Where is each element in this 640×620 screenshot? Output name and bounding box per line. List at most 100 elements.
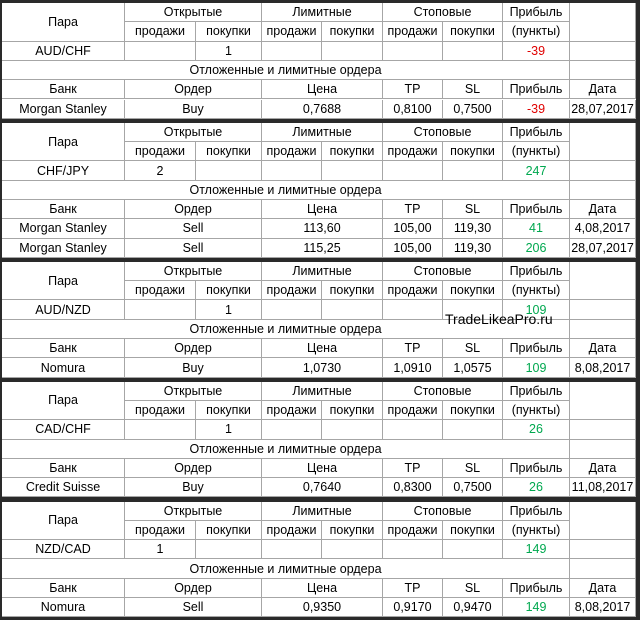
orders-header-cell: Ордер — [125, 199, 262, 220]
order-cell: 11,08,2017 — [570, 478, 636, 498]
position-cell: 2 — [125, 161, 196, 181]
orders-header-cell: Цена — [262, 199, 383, 220]
position-cell — [125, 300, 196, 320]
orders-header-cell: TP — [383, 80, 443, 100]
header-cell: Стоповые — [383, 261, 503, 282]
order-cell: 0,7500 — [443, 99, 503, 119]
subheader-cell: продажи — [125, 281, 196, 301]
orders-header-cell: TP — [383, 339, 443, 359]
subheader-cell: продажи — [383, 22, 443, 42]
order-cell: 1,0910 — [383, 358, 443, 378]
subheader-cell: покупки — [322, 520, 383, 541]
orders-header-cell: Прибыль — [503, 578, 570, 598]
pair-profit: 109 — [503, 300, 570, 320]
orders-header-cell: Банк — [2, 339, 125, 359]
position-cell — [443, 420, 503, 440]
position-cell — [322, 300, 383, 320]
empty-cell — [570, 540, 636, 560]
order-cell: 8,08,2017 — [570, 358, 636, 378]
header-cell: Открытые — [125, 501, 262, 521]
position-cell — [443, 300, 503, 320]
orders-header-cell: Ордер — [125, 339, 262, 359]
orders-header-cell: Дата — [570, 458, 636, 479]
orders-header-cell: SL — [443, 80, 503, 100]
pair-profit: 247 — [503, 161, 570, 181]
header-cell: Пара — [2, 381, 125, 421]
orders-header-cell: Банк — [2, 458, 125, 479]
header-cell: Лимитные — [262, 501, 383, 521]
position-cell — [443, 41, 503, 61]
orders-header-cell: Банк — [2, 578, 125, 598]
order-cell: Nomura — [2, 358, 125, 378]
orders-header-cell: TP — [383, 578, 443, 598]
order-cell: 113,60 — [262, 219, 383, 239]
empty-cell — [570, 319, 636, 340]
order-cell: 0,9350 — [262, 598, 383, 618]
header-cell: Лимитные — [262, 261, 383, 282]
order-cell: 8,08,2017 — [570, 598, 636, 618]
order-cell: Buy — [125, 478, 262, 498]
position-cell — [383, 161, 443, 181]
orders-header-cell: TP — [383, 458, 443, 479]
position-cell — [383, 300, 443, 320]
header-cell: Пара — [2, 501, 125, 541]
subheader-cell: продажи — [262, 400, 322, 421]
header-cell: Открытые — [125, 381, 262, 401]
subheader-cell: покупки — [443, 142, 503, 162]
orders-header-cell: Цена — [262, 578, 383, 598]
position-cell: 1 — [196, 300, 262, 320]
pair-block: Пара Открытые Лимитные Стоповые Прибыль прода… — [2, 122, 636, 258]
pair-profit: 149 — [503, 540, 570, 560]
position-cell — [322, 41, 383, 61]
subheader-cell: продажи — [262, 22, 322, 42]
order-cell: 0,7500 — [443, 478, 503, 498]
orders-header-cell: Ордер — [125, 80, 262, 100]
order-cell: 0,8300 — [383, 478, 443, 498]
pending-title: Отложенные и лимитные ордера — [2, 319, 570, 340]
empty-cell — [570, 41, 636, 61]
orders-header-cell: SL — [443, 339, 503, 359]
order-cell: 0,7640 — [262, 478, 383, 498]
header-cell: Стоповые — [383, 501, 503, 521]
empty-cell — [570, 300, 636, 320]
position-cell — [383, 420, 443, 440]
subheader-cell: покупки — [443, 400, 503, 421]
empty-cell — [570, 3, 636, 42]
order-cell: Buy — [125, 358, 262, 378]
order-cell: 109 — [503, 358, 570, 378]
order-cell: 41 — [503, 219, 570, 239]
orders-header-cell: Дата — [570, 199, 636, 220]
subheader-cell: продажи — [262, 281, 322, 301]
subheader-cell: продажи — [383, 142, 443, 162]
position-cell: 1 — [196, 420, 262, 440]
pair-block: Пара Открытые Лимитные Стоповые Прибыль прода… — [2, 261, 636, 378]
subheader-cell: (пункты) — [503, 281, 570, 301]
order-cell: Nomura — [2, 598, 125, 618]
empty-cell — [570, 420, 636, 440]
position-cell — [383, 540, 443, 560]
header-cell: Пара — [2, 261, 125, 301]
subheader-cell: покупки — [443, 281, 503, 301]
orders-header-cell: Прибыль — [503, 199, 570, 220]
order-cell: 26 — [503, 478, 570, 498]
position-cell — [125, 41, 196, 61]
order-cell: 149 — [503, 598, 570, 618]
order-cell: 0,7688 — [262, 99, 383, 119]
order-cell: 0,9470 — [443, 598, 503, 618]
orders-header-cell: Дата — [570, 578, 636, 598]
position-cell — [443, 540, 503, 560]
orders-header-cell: SL — [443, 199, 503, 220]
subheader-cell: покупки — [322, 400, 383, 421]
header-cell: Прибыль — [503, 122, 570, 143]
orders-header-cell: Ордер — [125, 458, 262, 479]
order-cell: 105,00 — [383, 238, 443, 258]
subheader-cell: продажи — [125, 400, 196, 421]
header-cell: Прибыль — [503, 3, 570, 23]
empty-cell — [570, 122, 636, 162]
empty-cell — [570, 60, 636, 81]
position-cell — [196, 161, 262, 181]
pair-profit: -39 — [503, 41, 570, 61]
subheader-cell: покупки — [196, 520, 262, 541]
subheader-cell: (пункты) — [503, 22, 570, 42]
orders-header-cell: Цена — [262, 80, 383, 100]
